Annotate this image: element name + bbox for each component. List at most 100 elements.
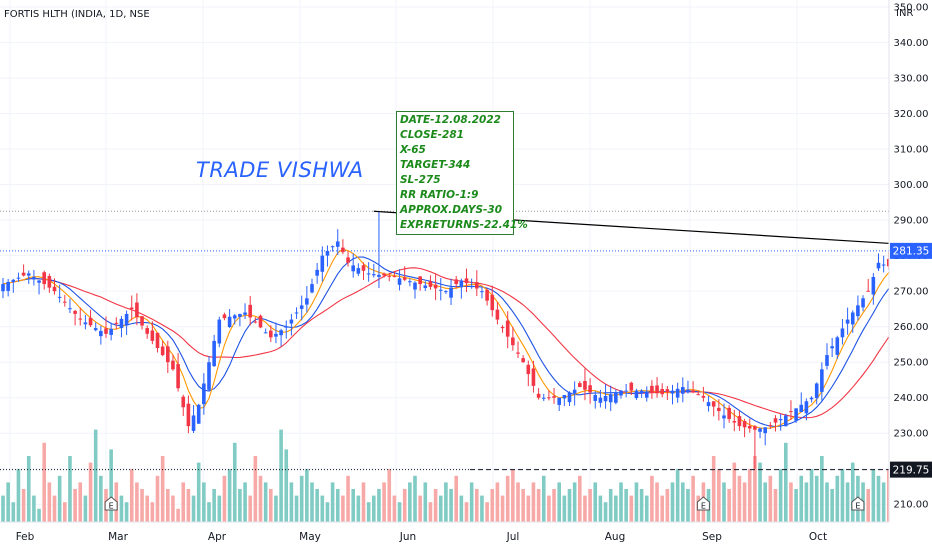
price-axis[interactable]: 210.00220.00230.00240.00250.00260.00270.… (888, 0, 932, 550)
candle-body (402, 277, 407, 280)
y-tick-label: 230.00 (894, 429, 929, 440)
candle-body (485, 289, 489, 301)
volume-bar (758, 462, 762, 522)
candle-body (171, 360, 175, 370)
volume-bar (299, 475, 304, 522)
candle-body (83, 322, 88, 325)
volume-bar (382, 482, 386, 522)
volume-bar (289, 482, 294, 522)
volume-bar (330, 482, 335, 522)
volume-bar (552, 489, 556, 522)
volume-bar (335, 489, 340, 522)
volume-bar (294, 495, 299, 522)
candle-body (711, 401, 716, 407)
volume-bar (670, 482, 675, 522)
volume-bars (1, 429, 932, 522)
candle-body (42, 272, 46, 285)
volume-bar (578, 475, 582, 522)
candle-body (299, 305, 304, 309)
candle-body (16, 277, 21, 279)
volume-bar (526, 495, 531, 522)
y-tick-label: 340.00 (894, 38, 929, 49)
volume-bar (315, 489, 319, 522)
candle-body (109, 328, 113, 335)
candle-body (536, 393, 541, 398)
volume-bar (47, 482, 52, 522)
candle-body (21, 272, 26, 276)
x-tick-label: Apr (208, 531, 227, 543)
volume-bar (686, 489, 690, 522)
volume-bar (541, 475, 546, 522)
candle-body (269, 330, 273, 338)
candle-body (500, 326, 505, 329)
candle-body (650, 385, 654, 393)
ma-slow-line (2, 267, 932, 419)
volume-bar (212, 489, 216, 522)
volume-bar (598, 495, 603, 522)
candle-body (140, 316, 144, 326)
volume-bar (876, 475, 881, 522)
candle-body (681, 387, 685, 394)
candle-body (63, 301, 67, 303)
volume-bar (408, 482, 412, 522)
volume-bar (402, 489, 407, 522)
volume-bar (145, 495, 149, 522)
volume-bar (871, 469, 876, 522)
trendline[interactable] (373, 210, 932, 287)
volume-bar (485, 502, 489, 522)
volume-bar (57, 475, 62, 522)
candle-body (263, 332, 268, 334)
volume-bar (32, 495, 36, 522)
volume-bar (124, 502, 129, 522)
candle-body (93, 328, 98, 331)
volume-bar (799, 475, 804, 522)
volume-bar (140, 489, 144, 522)
volume-bar (428, 502, 433, 522)
candle-body (665, 389, 670, 393)
y-tick-label: 320.00 (894, 109, 929, 120)
volume-bar (186, 489, 191, 522)
volume-bar (835, 475, 840, 522)
volume-bar (753, 456, 757, 522)
candle-body (248, 304, 252, 318)
candle-body (444, 291, 448, 293)
candle-body (366, 273, 371, 275)
volume-bar (305, 469, 309, 522)
volume-bar (840, 469, 845, 522)
candle-body (588, 385, 592, 393)
volume-bar (547, 495, 551, 522)
candle-body (784, 415, 788, 427)
candle-body (804, 401, 809, 414)
annotation-box[interactable]: DATE-12.08.2022 CLOSE-281 X-65 TARGET-34… (396, 111, 528, 235)
candle-body (495, 309, 500, 320)
price-levels (0, 210, 889, 471)
candle-body (454, 279, 458, 285)
time-axis[interactable]: Feb Mar Apr May Jun Jul Aug Sep Oct (0, 521, 889, 550)
candle-body (232, 315, 237, 319)
candle-body (129, 307, 134, 309)
candle-body (217, 319, 222, 344)
candle-body (794, 408, 798, 421)
volume-bar (644, 495, 649, 522)
x-tick-label: Feb (16, 531, 35, 543)
candle-body (346, 257, 350, 263)
candle-body (531, 368, 536, 386)
candle-body (717, 407, 721, 412)
candle-body (341, 247, 345, 253)
volume-bar (490, 489, 495, 522)
y-tick-label: 310.00 (894, 145, 929, 156)
candle-body (881, 264, 886, 266)
volume-bar (614, 495, 618, 522)
volume-bar (176, 508, 180, 522)
candle-body (773, 418, 778, 423)
volume-bar (387, 469, 392, 522)
volume-bar (166, 489, 170, 522)
candle-body (644, 391, 649, 398)
candle-body (639, 390, 644, 394)
candle-body (433, 284, 438, 289)
volume-bar (21, 489, 26, 522)
volume-bar (232, 442, 237, 522)
volume-bar (784, 442, 788, 522)
candle-body (155, 332, 160, 348)
